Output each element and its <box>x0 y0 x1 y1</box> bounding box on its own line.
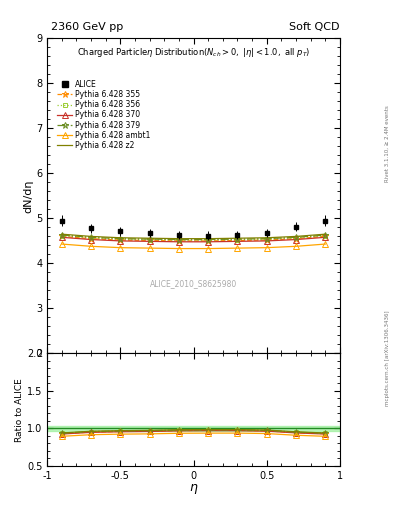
Text: Charged Particle$\eta$ Distribution$(N_{ch} > 0,\ |\eta| < 1.0,\ \mathrm{all}\ p: Charged Particle$\eta$ Distribution$(N_{… <box>77 46 310 59</box>
Text: ALICE_2010_S8625980: ALICE_2010_S8625980 <box>150 280 237 289</box>
Text: mcplots.cern.ch [arXiv:1306.3436]: mcplots.cern.ch [arXiv:1306.3436] <box>385 311 390 406</box>
Text: 2360 GeV pp: 2360 GeV pp <box>51 22 123 32</box>
Text: Rivet 3.1.10, ≥ 2.4M events: Rivet 3.1.10, ≥ 2.4M events <box>385 105 390 182</box>
Legend: ALICE, Pythia 6.428 355, Pythia 6.428 356, Pythia 6.428 370, Pythia 6.428 379, P: ALICE, Pythia 6.428 355, Pythia 6.428 35… <box>54 77 154 153</box>
Y-axis label: dN/dη: dN/dη <box>23 179 33 212</box>
X-axis label: $\eta$: $\eta$ <box>189 482 198 496</box>
Y-axis label: Ratio to ALICE: Ratio to ALICE <box>15 378 24 441</box>
Bar <box>47 426 340 431</box>
Text: Soft QCD: Soft QCD <box>290 22 340 32</box>
